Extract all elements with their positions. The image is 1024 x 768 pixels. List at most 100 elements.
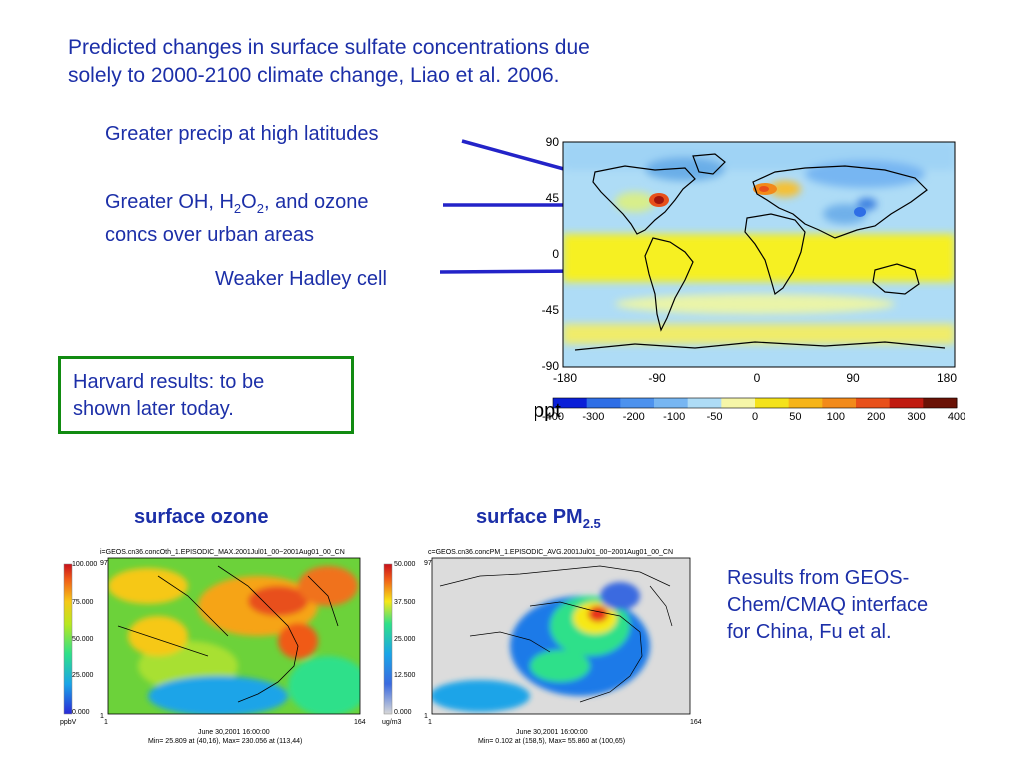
lon-tick-180: 180: [937, 371, 957, 385]
harvard-line2: shown later today.: [73, 398, 234, 420]
world-colorbar-label: 0: [752, 411, 758, 423]
lon-tick-minus180: -180: [553, 371, 577, 385]
pm-colorbar: [383, 563, 393, 715]
ozone-axis-y-min: 1: [100, 713, 104, 720]
world-colorbar-label: 200: [867, 411, 885, 423]
ozone-date: June 30,2001 16:00:00: [198, 729, 270, 736]
lon-tick-minus90: -90: [648, 371, 666, 385]
world-colorbar-label: -300: [582, 411, 604, 423]
world-colorbar-label: -200: [623, 411, 645, 423]
antarctica-outline: [574, 341, 946, 351]
ozone-panel-svg: i=GEOS.cn36.concOth_1.EPISODIC_MAX.2001J…: [60, 549, 366, 745]
harvard-line1: Harvard results: to be: [73, 371, 265, 393]
results-line2: Chem/CMAQ interface: [727, 594, 929, 616]
ozone-unit: ppbV: [60, 719, 77, 726]
world-colorbar-swatch: [586, 398, 621, 408]
world-colorbar-label: -400: [542, 411, 564, 423]
world-colorbar-label: 400: [948, 411, 965, 423]
world-colorbar-swatch: [755, 398, 790, 408]
heading-pm-sub: 2.5: [582, 516, 601, 531]
world-map-svg: 90 45 0 -45 -90 -180 -90 0 90 180 -400 -3…: [533, 135, 966, 423]
slide-title-line1: Predicted changes in surface sulfate con…: [68, 36, 590, 59]
world-colorbar-label: 50: [789, 411, 801, 423]
slide-title-line2: solely to 2000-2100 climate change, Liao…: [68, 64, 560, 87]
world-colorbar-swatch: [856, 398, 891, 408]
ozone-corner: 97: [100, 560, 108, 567]
pm-cb-label-1: 37.500: [394, 599, 416, 606]
unit-label-ppt: ppt: [535, 400, 561, 422]
lat-tick-minus45: -45: [542, 303, 560, 317]
annotation-oh-line1: Greater OH, H2O2, and ozone: [105, 189, 368, 222]
lat-tick-90: 90: [546, 135, 560, 149]
greenland-outline: [692, 153, 726, 175]
annotation-hadley: Weaker Hadley cell: [215, 268, 387, 290]
ozone-header: i=GEOS.cn36.concOth_1.EPISODIC_MAX.2001J…: [100, 549, 345, 556]
ozone-cb-label-2: 50.000: [72, 636, 94, 643]
ozone-cb-label-3: 25.000: [72, 672, 94, 679]
world-colorbar-swatch: [889, 398, 924, 408]
annotation-oh: Greater OH, H2O2, and ozone concs over u…: [105, 189, 368, 248]
pm-unit: ug/m3: [382, 719, 402, 726]
pm-panel: c=GEOS.cn36.concPM_1.EPISODIC_AVG.2001Ju…: [380, 546, 720, 748]
ozone-cb-label-4: 0.000: [72, 709, 90, 716]
world-colorbar-swatch: [788, 398, 823, 408]
world-colorbar-label: -50: [707, 411, 723, 423]
annotation-oh-text-c: , and ozone: [263, 191, 369, 213]
world-colorbar-label: 100: [827, 411, 845, 423]
world-colorbar-swatch: [654, 398, 689, 408]
pm-axis-left: 1: [428, 719, 432, 726]
world-colorbar-swatch: [822, 398, 857, 408]
pm-axis-y-min: 1: [424, 713, 428, 720]
results-line1: Results from GEOS-: [727, 567, 910, 589]
world-colorbar: -400 -300 -200 -100 -50 0 50 100 200 300 400: [542, 397, 966, 423]
pm-cb-label-2: 25.000: [394, 636, 416, 643]
harvard-results-box: Harvard results: to be shown later today…: [58, 356, 354, 434]
ozone-cb-label-1: 75.000: [72, 599, 94, 606]
pm-cb-label-0: 50.000: [394, 561, 416, 568]
lat-tick-45: 45: [546, 191, 560, 205]
world-colorbar-label: 300: [907, 411, 925, 423]
results-text: Results from GEOS- Chem/CMAQ interface f…: [727, 565, 1007, 646]
world-colorbar-swatch: [553, 398, 588, 408]
pm-axis-right: 164: [690, 719, 702, 726]
lon-tick-0: 0: [754, 371, 761, 385]
ozone-cb-label-0: 100.000: [72, 561, 97, 568]
ozone-axis-left: 1: [104, 719, 108, 726]
heading-pm-text: surface PM: [476, 506, 583, 528]
africa-outline: [744, 213, 806, 296]
annotation-oh-sub2: 2: [256, 201, 264, 216]
annotation-oh-line2: concs over urban areas: [105, 224, 315, 246]
lat-tick-0: 0: [552, 247, 559, 261]
pm-panel-svg: c=GEOS.cn36.concPM_1.EPISODIC_AVG.2001Ju…: [382, 549, 702, 745]
heading-surface-ozone: surface ozone: [134, 506, 269, 528]
annotation-precip: Greater precip at high latitudes: [105, 123, 379, 145]
world-map-figure: 90 45 0 -45 -90 -180 -90 0 90 180 -400 -3…: [533, 134, 966, 434]
pm-cb-label-4: 0.000: [394, 709, 412, 716]
ozone-panel: i=GEOS.cn36.concOth_1.EPISODIC_MAX.2001J…: [58, 546, 378, 748]
annotation-oh-sub1: 2: [233, 201, 242, 216]
world-colorbar-label: -100: [663, 411, 685, 423]
eurasia-outline: [752, 165, 928, 239]
ozone-minmax: Min= 25.809 at (40,16), Max= 230.056 at …: [148, 738, 302, 745]
world-colorbar-swatch: [721, 398, 756, 408]
pm-cb-label-3: 12.500: [394, 672, 416, 679]
slide-title: Predicted changes in surface sulfate con…: [68, 34, 728, 90]
annotation-oh-text-a: Greater OH, H: [105, 191, 234, 213]
heading-surface-pm: surface PM2.5: [476, 506, 601, 531]
world-colorbar-frame: [552, 397, 958, 409]
pm-header: c=GEOS.cn36.concPM_1.EPISODIC_AVG.2001Ju…: [428, 549, 673, 556]
pm-corner: 97: [424, 560, 432, 567]
world-colorbar-swatch: [620, 398, 655, 408]
pm-date: June 30,2001 16:00:00: [516, 729, 588, 736]
world-colorbar-swatch: [923, 398, 958, 408]
ozone-colorbar: [63, 563, 73, 715]
annotation-oh-text-b: O: [241, 191, 257, 213]
north-america-outline: [592, 165, 696, 235]
results-line3: for China, Fu et al.: [727, 621, 892, 643]
australia-outline: [872, 263, 920, 295]
ozone-axis-right: 164: [354, 719, 366, 726]
pm-minmax: Min= 0.102 at (158,5), Max= 55.860 at (1…: [478, 738, 625, 745]
lat-tick-minus90: -90: [542, 359, 560, 373]
south-america-outline: [644, 237, 694, 332]
world-colorbar-swatch: [687, 398, 722, 408]
